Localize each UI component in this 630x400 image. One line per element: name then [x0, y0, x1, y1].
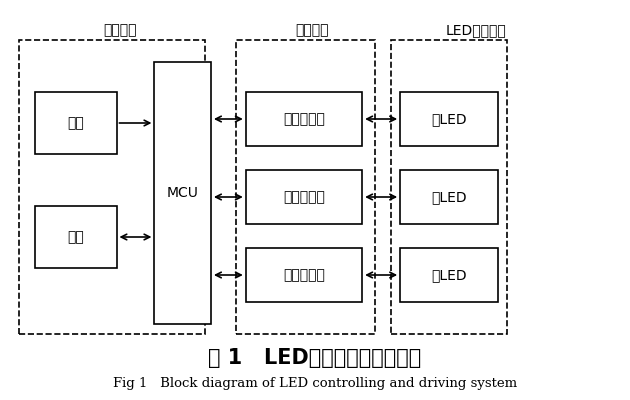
Text: 图 1   LED控制与驱动系统框图: 图 1 LED控制与驱动系统框图: [209, 348, 421, 368]
Text: 红LED: 红LED: [431, 112, 467, 126]
Text: Fig 1   Block diagram of LED controlling and driving system: Fig 1 Block diagram of LED controlling a…: [113, 378, 517, 390]
Bar: [35, 92, 117, 154]
Text: 键盘: 键盘: [67, 230, 84, 244]
Text: 绿LED: 绿LED: [431, 190, 467, 204]
Bar: [400, 92, 498, 146]
Bar: [154, 62, 211, 324]
Bar: [246, 170, 362, 224]
Text: LED光源点阵: LED光源点阵: [445, 23, 506, 37]
Text: 控制系统: 控制系统: [103, 23, 137, 37]
Text: MCU: MCU: [167, 186, 198, 200]
Bar: [35, 206, 117, 268]
Text: 驱动集成块: 驱动集成块: [283, 268, 325, 282]
Bar: [400, 170, 498, 224]
Bar: [236, 40, 375, 334]
Bar: [19, 40, 205, 334]
Text: 蓝LED: 蓝LED: [431, 268, 467, 282]
Bar: [246, 92, 362, 146]
Bar: [246, 248, 362, 302]
Bar: [391, 40, 507, 334]
Text: 遥控: 遥控: [67, 116, 84, 130]
Text: 驱动集成块: 驱动集成块: [283, 190, 325, 204]
Text: 驱动系统: 驱动系统: [295, 23, 329, 37]
Text: 驱动集成块: 驱动集成块: [283, 112, 325, 126]
Bar: [400, 248, 498, 302]
